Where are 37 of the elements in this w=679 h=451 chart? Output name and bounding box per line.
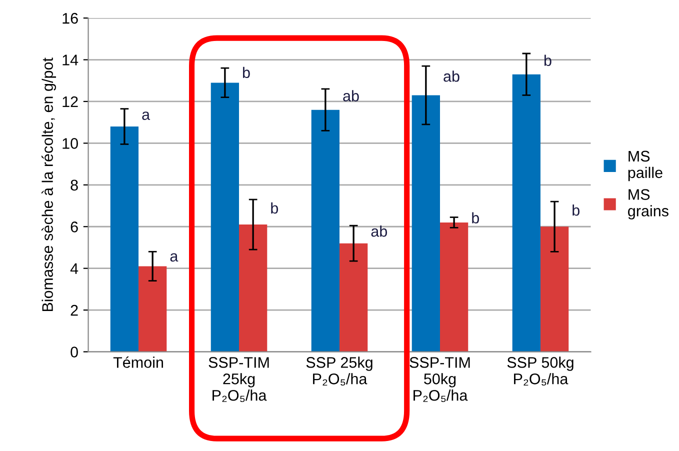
annotation: a	[170, 253, 178, 262]
legend-label: MS grains	[628, 189, 668, 220]
annotation: ab	[371, 226, 388, 237]
y-tick-label: 8	[70, 180, 78, 191]
x-tick-label: SSP-TIM 25kg P₂O₅/ha	[208, 357, 269, 402]
annotation: b	[243, 66, 250, 78]
y-tick-label: 16	[62, 12, 78, 24]
x-tick-label: Témoin	[113, 356, 163, 368]
annotation: a	[142, 112, 150, 120]
bar	[311, 110, 340, 352]
x-tick-label: SSP 25kg P₂O₅/ha	[306, 356, 372, 386]
bar	[138, 266, 167, 352]
bar	[512, 74, 540, 352]
y-tick-label: 4	[70, 263, 78, 274]
annotation: b	[544, 54, 552, 66]
bar	[540, 226, 569, 352]
y-tick-label: 0	[70, 346, 78, 358]
bar	[440, 222, 468, 352]
bar	[412, 95, 440, 352]
bar	[110, 126, 139, 352]
x-tick-label: SSP-TIM 50kg P₂O₅/ha	[410, 357, 470, 402]
annotation: b	[472, 212, 479, 224]
annotation: b	[572, 204, 580, 216]
bar	[340, 243, 368, 352]
y-tick-label: 10	[62, 138, 78, 149]
y-tick-label: 14	[62, 54, 78, 66]
annotation: b	[271, 202, 278, 214]
y-tick-label: 6	[70, 221, 78, 232]
y-tick-label: 2	[70, 304, 78, 316]
annotation: ab	[444, 70, 460, 82]
y-axis-title: Biomasse sèche à la récolte, en g/pot	[42, 58, 56, 312]
x-tick-label: SSP 50kg P₂O₅/ha	[507, 356, 574, 386]
annotation: ab	[343, 90, 359, 102]
y-tick-label: 12	[62, 96, 78, 108]
bar	[239, 224, 268, 352]
bar	[210, 82, 240, 352]
legend-label: MS paille	[628, 150, 662, 182]
